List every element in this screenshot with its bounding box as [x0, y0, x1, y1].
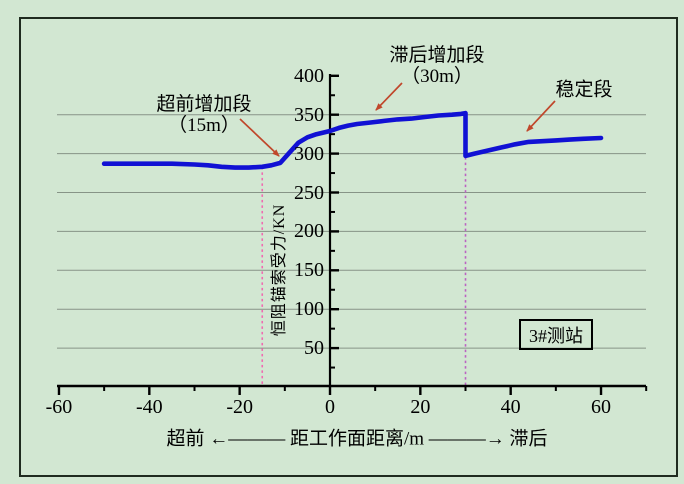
annotation-lead-increase-line2: （15m）	[168, 115, 240, 136]
x-tick-label: 60	[591, 396, 612, 418]
y-tick-label: 300	[294, 142, 324, 165]
y-tick-label: 50	[304, 337, 324, 360]
annotation-stable-stage: 稳定段	[555, 80, 612, 101]
annotation-lag-increase-line1: 滞后增加段	[389, 45, 485, 66]
y-tick-label: 200	[294, 220, 324, 243]
x-tick-label: 40	[500, 396, 521, 418]
annotation-lag-increase: 滞后增加段 （30m）	[389, 45, 484, 87]
station-label-box: 3#测站	[519, 319, 593, 350]
y-tick-label: 400	[294, 64, 324, 87]
force-curve	[101, 110, 604, 170]
x-axis-title: 超前 ←——— 距工作面距离/m ———→ 滞后	[166, 428, 548, 450]
annotation-arrow	[375, 82, 403, 111]
x-tick-label: -40	[135, 396, 163, 418]
annotation-lead-increase-line1: 超前增加段	[156, 94, 252, 115]
annotation-lag-increase-line2: （30m）	[401, 66, 473, 87]
y-tick-label: 250	[294, 181, 324, 204]
y-tick-label: 350	[294, 103, 324, 126]
y-axis-title: 恒阻锚索受力/KN	[271, 203, 288, 337]
y-tick-label: 100	[294, 298, 324, 321]
station-label: 3#测站	[529, 325, 583, 346]
x-tick-label: -60	[45, 396, 73, 418]
y-tick-label: 150	[294, 259, 324, 282]
x-tick-label: 20	[410, 396, 431, 418]
x-tick-label: 0	[325, 396, 335, 418]
x-tick-label: -20	[226, 396, 253, 418]
annotation-arrow	[239, 118, 280, 157]
annotation-lead-increase: 超前增加段 （15m）	[156, 94, 251, 136]
chart-frame	[19, 17, 678, 477]
annotation-stable-stage-line1: 稳定段	[555, 79, 613, 101]
annotation-arrow	[526, 100, 556, 132]
